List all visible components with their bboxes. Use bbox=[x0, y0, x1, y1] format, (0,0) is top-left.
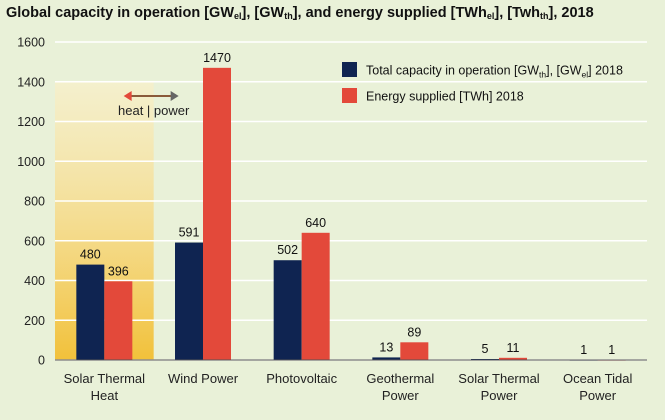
legend-swatch-capacity bbox=[342, 62, 357, 77]
x-category-label: Solar Thermal bbox=[64, 371, 146, 386]
title-subscript: el bbox=[234, 11, 242, 21]
y-axis: 0 200 400 600 800 1000 1200 1400 1600 bbox=[17, 36, 45, 368]
y-tick-label: 200 bbox=[24, 314, 45, 328]
x-category-label: Ocean Tidal bbox=[563, 371, 632, 386]
y-tick-label: 1600 bbox=[17, 36, 45, 50]
x-category-label: Heat bbox=[91, 388, 119, 403]
data-label: 640 bbox=[305, 216, 326, 230]
heat-power-annotation: heat | power bbox=[118, 91, 190, 118]
data-label: 591 bbox=[179, 226, 200, 240]
title-part: ], and energy supplied [TWh bbox=[292, 5, 487, 21]
y-tick-label: 1000 bbox=[17, 155, 45, 169]
legend-label-energy: Energy supplied [TWh] 2018 bbox=[366, 90, 524, 104]
arrow-right-icon bbox=[170, 91, 179, 101]
data-label: 1 bbox=[608, 343, 615, 357]
data-label: 480 bbox=[80, 248, 101, 262]
data-label: 11 bbox=[507, 341, 520, 355]
data-label: 89 bbox=[407, 325, 421, 339]
title-subscript: th bbox=[540, 11, 549, 21]
title-part: ], [GW bbox=[241, 5, 285, 21]
title-subscript: th bbox=[284, 11, 293, 21]
y-tick-label: 800 bbox=[24, 195, 45, 209]
bar-capacity bbox=[175, 242, 203, 360]
y-tick-label: 400 bbox=[24, 274, 45, 288]
legend-label-capacity: Total capacity in operation [GWth], [GWe… bbox=[366, 64, 623, 80]
data-label: 396 bbox=[108, 264, 129, 278]
x-category-label: Power bbox=[481, 388, 519, 403]
bar-energy bbox=[203, 67, 231, 361]
title-subscript: el bbox=[486, 11, 495, 21]
title-part: ], [Twh bbox=[494, 5, 541, 21]
data-label: 1470 bbox=[203, 51, 231, 65]
data-label: 502 bbox=[277, 243, 298, 257]
legend-swatch-energy bbox=[342, 88, 357, 103]
chart-title: Global capacity in operation [GWel], [GW… bbox=[6, 5, 594, 21]
bar-energy bbox=[104, 281, 133, 360]
bar-energy bbox=[499, 357, 527, 360]
x-category-label: Power bbox=[579, 388, 617, 403]
annotation-text: heat | power bbox=[118, 103, 190, 118]
bar-capacity bbox=[76, 264, 105, 360]
data-label: 5 bbox=[482, 342, 489, 356]
arrow-left-icon bbox=[123, 91, 132, 101]
x-category-label: Solar Thermal bbox=[458, 371, 540, 386]
x-axis: Solar Thermal Heat Wind Power Photovoltaic G… bbox=[64, 371, 633, 403]
title-part: Global capacity in operation [GW bbox=[6, 5, 234, 21]
title-part: ], 2018 bbox=[548, 5, 594, 21]
data-label: 1 bbox=[580, 343, 587, 357]
x-category-label: Geothermal bbox=[366, 371, 434, 386]
y-tick-label: 0 bbox=[38, 354, 45, 368]
data-label: 13 bbox=[379, 340, 393, 354]
bar-capacity bbox=[372, 357, 401, 360]
x-category-label: Wind Power bbox=[168, 371, 239, 386]
y-tick-label: 1200 bbox=[17, 115, 45, 129]
y-tick-label: 600 bbox=[24, 234, 45, 248]
legend: Total capacity in operation [GWth], [GWe… bbox=[342, 62, 623, 104]
x-category-label: Power bbox=[382, 388, 420, 403]
y-tick-label: 1400 bbox=[17, 75, 45, 89]
bar-capacity bbox=[273, 260, 302, 360]
bar-energy bbox=[400, 342, 429, 360]
bar-energy bbox=[301, 232, 330, 360]
x-category-label: Photovoltaic bbox=[266, 371, 337, 386]
bars bbox=[76, 67, 626, 361]
